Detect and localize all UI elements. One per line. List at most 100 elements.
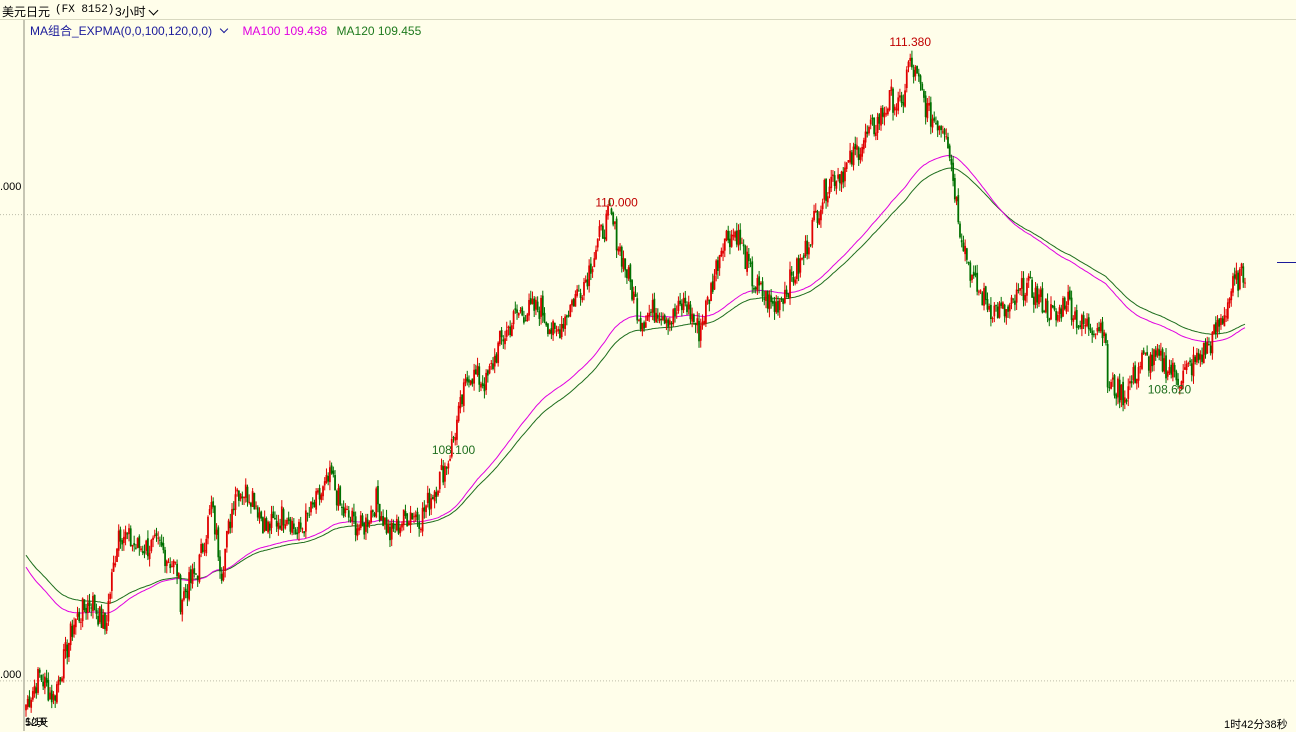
price-chart[interactable]: 111.380 110.000 108.620 108.100	[0, 20, 1296, 731]
candle-body	[1044, 298, 1047, 313]
candle-body	[212, 501, 215, 508]
candle-body	[536, 301, 539, 311]
candle-body	[353, 511, 355, 517]
candle-body	[505, 329, 508, 337]
candle-body	[116, 548, 118, 562]
candle-body	[1065, 305, 1068, 312]
candle-body	[658, 318, 661, 321]
candle-body	[598, 226, 601, 237]
candle-body	[768, 294, 771, 310]
candle-body	[507, 326, 510, 329]
candle-body	[126, 533, 129, 535]
candle-body	[444, 465, 446, 482]
candle-body	[1177, 378, 1179, 386]
candle-body	[895, 108, 898, 110]
candle-body	[703, 320, 706, 324]
candle-body	[538, 310, 541, 319]
candle-body	[133, 543, 136, 546]
candle-body	[183, 591, 185, 600]
candle-body	[291, 520, 294, 533]
candle-body	[1173, 365, 1176, 372]
candle-body	[557, 329, 560, 332]
candle-body	[634, 294, 637, 297]
candle-body	[1108, 387, 1111, 389]
candle-body	[790, 271, 793, 276]
candle-body	[972, 271, 975, 276]
candle-body	[1202, 342, 1205, 364]
candle-body	[572, 299, 575, 307]
candle-body	[394, 531, 397, 533]
candle-body	[344, 508, 347, 514]
candle-body	[1132, 367, 1135, 381]
candle-body	[902, 102, 905, 106]
candle-body	[761, 281, 764, 297]
candle-body	[771, 301, 774, 304]
candle-body	[323, 481, 326, 486]
candle-body	[974, 273, 977, 276]
candle-body	[45, 677, 48, 683]
candle-body	[365, 517, 367, 532]
candle-body	[941, 131, 944, 133]
candle-body	[78, 611, 81, 622]
candle-body	[756, 278, 759, 291]
candle-body	[1130, 381, 1133, 384]
period-selector[interactable]: 3小时	[115, 3, 159, 20]
candle-body	[260, 511, 263, 519]
candle-body	[617, 248, 620, 252]
candle-body	[528, 299, 530, 316]
candle-body	[160, 541, 163, 546]
candle-body	[543, 312, 546, 322]
candle-body	[548, 329, 551, 335]
candle-body	[201, 543, 204, 553]
candle-body	[147, 538, 149, 557]
candle-body	[1170, 364, 1173, 375]
candle-body	[377, 485, 379, 505]
candle-body	[923, 90, 925, 98]
candle-body	[306, 512, 309, 514]
candle-body	[47, 679, 50, 701]
candle-body	[1111, 377, 1114, 380]
indicator-selector[interactable]: MA组合_EXPMA(0,0,100,120,0,0)	[30, 24, 233, 38]
candle-body	[1144, 352, 1147, 354]
candle-body	[177, 573, 180, 578]
candle-body	[849, 150, 852, 163]
candle-body	[553, 322, 556, 329]
candle-body	[191, 569, 194, 584]
candle-body	[320, 494, 323, 500]
candle-body	[576, 289, 579, 296]
candle-body	[989, 304, 992, 320]
candle-body	[366, 519, 369, 527]
candle-body	[98, 606, 101, 623]
candle-body	[818, 218, 821, 225]
candle-body	[626, 269, 628, 279]
candle-body	[753, 287, 755, 290]
candle-body	[650, 311, 652, 313]
candle-body	[766, 290, 769, 309]
candle-body	[426, 492, 429, 504]
candle-body	[1118, 379, 1121, 403]
candle-body	[28, 696, 31, 707]
candle-body	[298, 521, 300, 534]
candle-body	[371, 510, 374, 513]
candle-body	[1048, 318, 1051, 321]
annotation-high-0: 111.380	[889, 35, 931, 49]
candle-body	[838, 174, 841, 184]
candle-body	[1014, 300, 1016, 305]
candle-body	[383, 518, 386, 525]
candle-body	[469, 380, 472, 385]
candle-body	[150, 540, 153, 552]
candle-body	[485, 372, 488, 390]
candle-body	[717, 260, 719, 271]
candle-body	[722, 250, 724, 254]
candle-body	[419, 528, 422, 530]
candle-body	[148, 552, 151, 560]
candle-body	[241, 496, 244, 498]
candle-body	[1127, 386, 1130, 399]
candle-body	[694, 322, 697, 325]
candle-body	[71, 625, 74, 637]
candle-body	[68, 642, 70, 657]
candle-body	[854, 143, 857, 150]
candle-body	[1240, 263, 1243, 269]
candle-body	[1115, 394, 1118, 399]
candle-body	[478, 366, 481, 385]
